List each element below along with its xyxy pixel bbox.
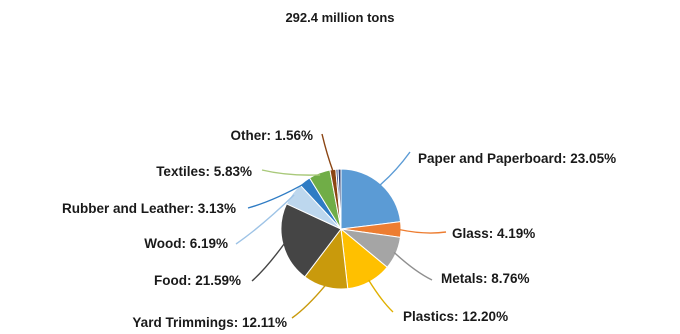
leader-line	[393, 251, 433, 281]
leader-line	[378, 151, 411, 187]
slice-label: Textiles: 5.83%	[156, 164, 252, 179]
slice-label: Metals: 8.76%	[441, 271, 530, 286]
pie-slices	[280, 168, 402, 290]
leader-line	[368, 279, 394, 313]
slice-label: Rubber and Leather: 3.13%	[62, 201, 236, 216]
pie-slice-paper-and-paperboard	[340, 168, 402, 230]
slice-label: Yard Trimmings: 12.11%	[132, 315, 287, 330]
leader-line	[251, 242, 286, 282]
slice-label: Wood: 6.19%	[144, 236, 228, 251]
pie-slice-unlabeled	[337, 168, 342, 230]
chart-title: 292.4 million tons	[285, 10, 394, 25]
slice-label: Other: 1.56%	[230, 128, 313, 143]
leader-line	[398, 228, 447, 234]
slice-label: Food: 21.59%	[154, 273, 241, 288]
leader-line	[235, 194, 295, 245]
slice-label: Glass: 4.19%	[452, 226, 535, 241]
slice-label: Plastics: 12.20%	[403, 309, 508, 324]
leader-lines	[235, 133, 447, 319]
slice-labels: Paper and Paperboard: 23.05% Glass: 4.19%…	[62, 128, 616, 330]
pie-slice-food	[280, 203, 342, 278]
leader-line	[261, 169, 321, 176]
slice-label: Paper and Paperboard: 23.05%	[418, 151, 616, 166]
leader-line	[291, 284, 327, 319]
leader-line	[321, 133, 334, 172]
leader-line	[247, 182, 307, 209]
